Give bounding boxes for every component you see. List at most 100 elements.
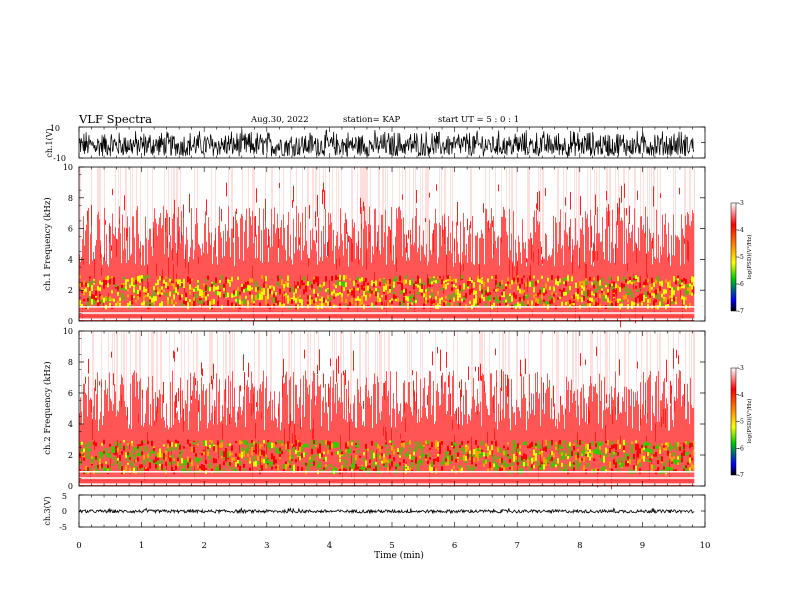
spectrogram-streak: [350, 167, 351, 238]
spectrogram-streak: [610, 331, 611, 415]
spectrogram-streak: [589, 167, 590, 251]
spectrogram-lowband-cell: [613, 444, 615, 449]
spectrogram-lowband-cell: [691, 276, 693, 283]
spectrogram-streak: [404, 167, 405, 235]
spectrogram-lowband-cell: [149, 463, 151, 469]
spectrogram-streak: [453, 331, 454, 371]
spectrogram-streak: [462, 331, 463, 426]
spectrogram-lowband-cell: [195, 456, 197, 462]
spectrogram-lowband-cell: [411, 458, 413, 464]
spectrogram-lowband-cell: [531, 300, 533, 306]
spectrogram-streak: [103, 331, 104, 416]
spectrogram-streak-red: [665, 408, 666, 428]
spectrogram-lowband-cell: [449, 294, 451, 300]
spectrogram-lowband-cell: [389, 459, 391, 464]
spectrogram-streak: [628, 167, 629, 224]
spectrogram-lowband-cell: [311, 457, 313, 463]
spectrogram-streak: [407, 331, 408, 405]
colorbar-tick-label: -5: [738, 419, 744, 426]
spectrogram-lowband-cell: [89, 448, 91, 452]
spectrogram-lowband-cell: [403, 293, 405, 296]
spectrogram-streak: [661, 167, 662, 255]
spectrogram-lowband-cell: [213, 285, 215, 292]
spectrogram-lowband-cell: [181, 468, 183, 473]
spectrogram-lowband-cell: [227, 279, 229, 284]
spectrogram-lowband-cell: [91, 455, 93, 462]
spectrogram-streak: [207, 167, 208, 254]
spectrogram-lowband-cell: [243, 440, 245, 444]
spectrogram-streak: [261, 331, 262, 392]
spectrogram-lowband-cell: [345, 298, 347, 304]
spectrogram-streak: [316, 331, 317, 397]
spectrogram-streak-red: [386, 431, 387, 446]
spectrogram-lowband-cell: [601, 278, 603, 282]
spectrogram-streak-red: [483, 203, 484, 213]
spectrogram-lowband-cell: [247, 443, 249, 449]
spectrogram-lowband-cell: [313, 279, 315, 285]
spectrogram-streak: [413, 331, 414, 392]
spectrogram-lowband-cell: [259, 444, 261, 449]
spectrogram-streak-red: [126, 227, 127, 241]
spectrogram-lowband-cell: [539, 466, 541, 471]
spectrogram-streak: [390, 167, 391, 247]
spectrogram-lowband-cell: [265, 463, 267, 469]
spectrogram-lowband-cell: [295, 449, 297, 454]
spectrogram-streak-red: [91, 204, 92, 226]
spectrogram-lowband-cell: [583, 303, 585, 309]
spectrogram-streak: [276, 331, 277, 419]
spectrogram-lowband-cell: [301, 299, 303, 303]
spectrogram-streak-red: [264, 441, 265, 448]
spectrogram-lowband-cell: [177, 457, 179, 462]
spectrogram-lowband-cell: [563, 455, 565, 460]
spectrogram-lowband-cell: [145, 289, 147, 292]
spectrogram-lowband-cell: [437, 447, 439, 451]
spectrogram-streak: [679, 331, 680, 371]
spectrogram-lowband-cell: [183, 464, 185, 468]
spectrogram-lowband-cell: [319, 461, 321, 468]
spectrogram-streak: [183, 331, 184, 412]
spectrogram-streak: [186, 167, 187, 228]
spectrogram-streak: [568, 331, 569, 382]
spectrogram-streak-red: [652, 238, 653, 249]
spectrogram-lowband-cell: [375, 287, 377, 292]
spectrogram-lowband-cell: [597, 286, 599, 290]
spectrogram-lowband-cell: [495, 467, 497, 474]
spectrogram-streak: [508, 167, 509, 258]
spectrogram-lowband-cell: [409, 303, 411, 309]
spectrogram-streak: [162, 167, 163, 226]
spectrogram-lowband-cell: [115, 450, 117, 456]
spectrogram-streak: [447, 331, 448, 412]
spectrogram-streak: [466, 331, 467, 390]
spectrogram-lowband-cell: [437, 290, 439, 296]
spectrogram-lowband-cell: [325, 440, 327, 445]
spectrogram-streak: [574, 331, 575, 392]
spectrogram-streak-red: [637, 190, 638, 200]
spectrogram-lowband-cell: [423, 282, 425, 286]
spectrogram-lowband-cell: [439, 298, 441, 304]
spectrogram-lowband-cell: [389, 466, 391, 470]
spectrogram-lowband-cell: [337, 451, 339, 455]
spectrogram-lowband-cell: [301, 467, 303, 471]
spectrogram-lowband-cell: [121, 451, 123, 455]
spectrogram-streak: [239, 167, 240, 259]
spectrogram-lowband-cell: [157, 279, 159, 284]
spectrogram-lowband-cell: [385, 444, 387, 447]
spectrogram-lowband-cell: [457, 295, 459, 301]
spectrogram-streak: [532, 167, 533, 245]
spectrogram-lowband-cell: [387, 460, 389, 463]
spectrogram-lowband-cell: [565, 277, 567, 281]
spectrogram-lowband-cell: [271, 442, 273, 449]
spectrogram-lowband-cell: [677, 277, 679, 281]
spectrogram-lowband-cell: [535, 455, 537, 461]
spectrogram-streak: [270, 167, 271, 248]
spectrogram-lowband-cell: [523, 296, 525, 301]
spectrogram-streak: [192, 167, 193, 240]
spectrogram-streak: [179, 331, 180, 423]
spectrogram-streak: [552, 167, 553, 249]
spectrogram-streak: [689, 167, 690, 226]
spectrogram-streak: [406, 167, 407, 261]
spectrogram-lowband-cell: [487, 459, 489, 463]
spectrogram-lowband-cell: [535, 281, 537, 286]
spectrogram-lowband-cell: [597, 449, 599, 455]
spectrogram-lowband-cell: [637, 460, 639, 465]
